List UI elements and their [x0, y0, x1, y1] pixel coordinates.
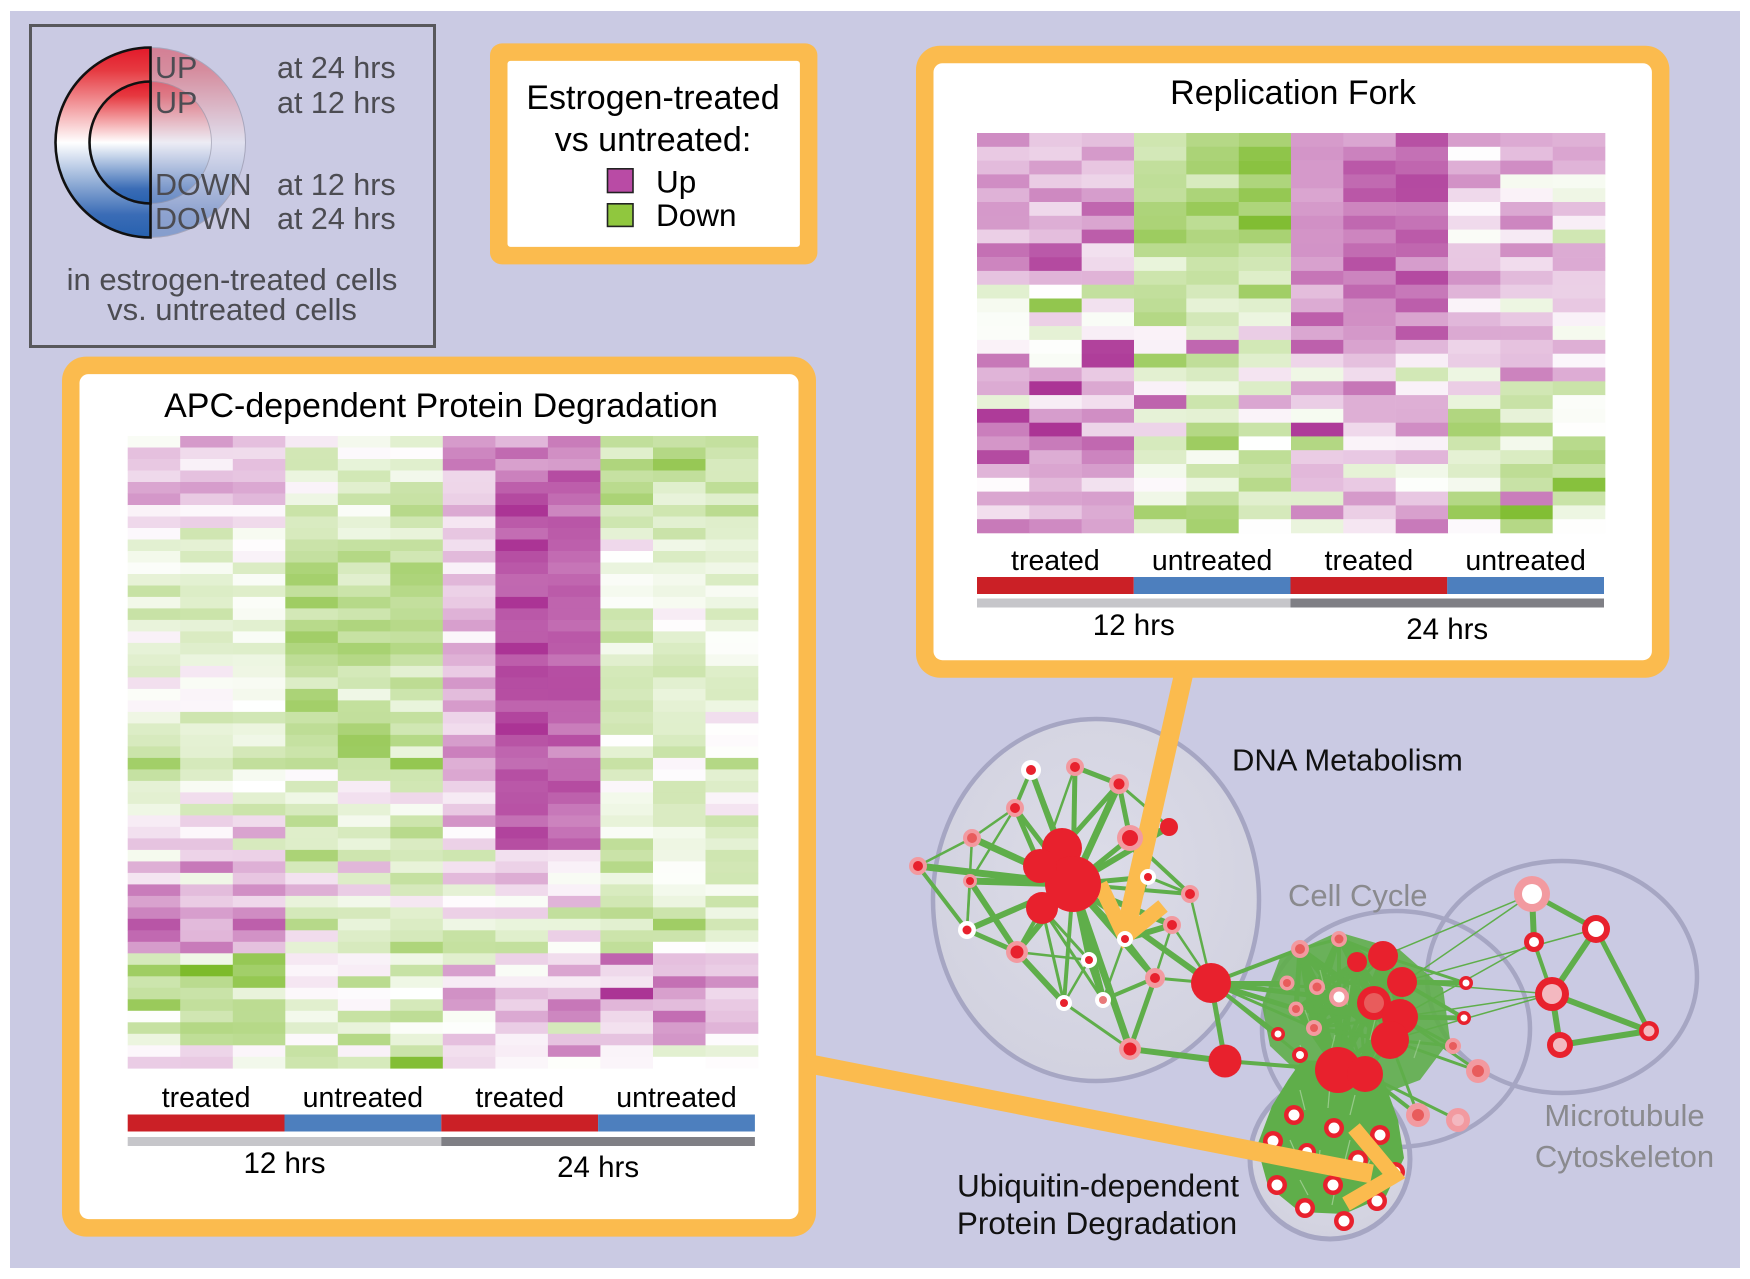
svg-text:at 24 hrs: at 24 hrs [277, 51, 396, 85]
svg-text:Down: Down [656, 197, 737, 233]
svg-text:APC-dependent Protein Degradat: APC-dependent Protein Degradation [164, 387, 718, 425]
svg-text:treated: treated [475, 1082, 564, 1114]
svg-text:Cytoskeleton: Cytoskeleton [1535, 1139, 1714, 1174]
svg-text:DOWN: DOWN [155, 202, 252, 236]
svg-text:untreated: untreated [303, 1082, 423, 1114]
svg-text:treated: treated [1011, 545, 1100, 577]
svg-text:at 12 hrs: at 12 hrs [277, 86, 396, 120]
svg-text:at 24 hrs: at 24 hrs [277, 202, 396, 236]
svg-text:treated: treated [162, 1082, 251, 1114]
svg-text:UP: UP [155, 86, 197, 120]
svg-text:untreated: untreated [616, 1082, 736, 1114]
svg-text:12 hrs: 12 hrs [244, 1147, 326, 1180]
svg-text:in estrogen-treated cells: in estrogen-treated cells [67, 262, 398, 297]
svg-text:untreated: untreated [1152, 545, 1272, 577]
svg-text:Replication Fork: Replication Fork [1170, 74, 1417, 112]
svg-text:Estrogen-treated: Estrogen-treated [526, 79, 779, 117]
svg-text:Microtubule: Microtubule [1544, 1098, 1704, 1133]
svg-text:12 hrs: 12 hrs [1093, 609, 1175, 642]
svg-text:Ubiquitin-dependent: Ubiquitin-dependent [957, 1168, 1239, 1204]
svg-text:treated: treated [1325, 545, 1414, 577]
svg-text:vs. untreated cells: vs. untreated cells [107, 292, 357, 327]
svg-text:Up: Up [656, 164, 696, 200]
svg-text:UP: UP [155, 51, 197, 85]
svg-text:at 12 hrs: at 12 hrs [277, 168, 396, 202]
svg-text:24 hrs: 24 hrs [1406, 613, 1488, 646]
svg-text:24 hrs: 24 hrs [557, 1151, 639, 1184]
svg-text:Protein Degradation: Protein Degradation [957, 1205, 1237, 1241]
svg-text:DNA Metabolism: DNA Metabolism [1232, 743, 1463, 778]
svg-text:DOWN: DOWN [155, 168, 252, 202]
svg-text:Cell Cycle: Cell Cycle [1288, 878, 1428, 913]
svg-text:untreated: untreated [1465, 545, 1585, 577]
svg-text:vs untreated:: vs untreated: [555, 121, 752, 159]
